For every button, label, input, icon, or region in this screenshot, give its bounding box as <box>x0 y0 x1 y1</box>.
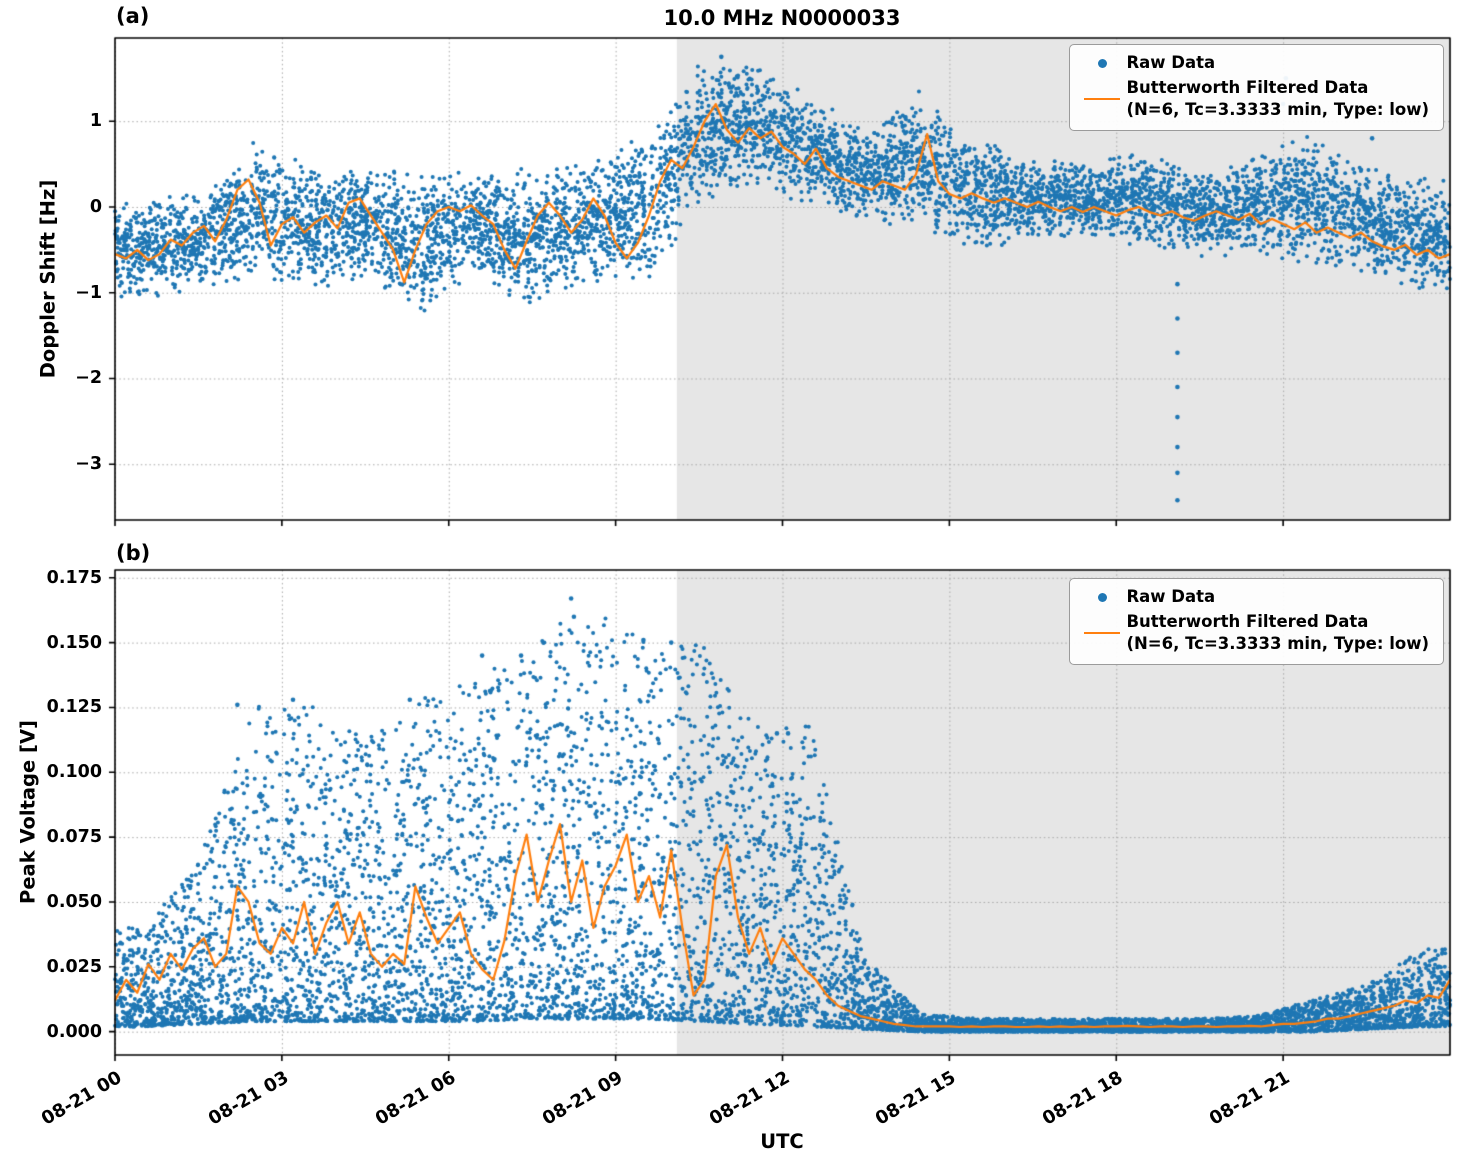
legend-filtered-line2: (N=6, Tc=3.3333 min, Type: low) <box>1126 634 1429 653</box>
legend-raw-label: Raw Data <box>1126 53 1216 72</box>
y-tick-label: 0.075 <box>46 827 102 848</box>
y-tick-label: 0.125 <box>46 697 102 718</box>
x-axis-label-utc: UTC <box>760 1130 804 1153</box>
y-tick-label: 0.150 <box>46 632 102 653</box>
panel-a-label: (a) <box>116 4 150 28</box>
legend-filtered-line1: Butterworth Filtered Data <box>1126 612 1369 631</box>
y-tick-label: −2 <box>75 368 102 389</box>
legend-panel-b: Raw Data Butterworth Filtered Data (N=6,… <box>1069 578 1444 665</box>
legend-filtered-label: Butterworth Filtered Data (N=6, Tc=3.333… <box>1126 77 1429 121</box>
filtered-line-icon <box>1078 98 1126 100</box>
y-tick-label: 1 <box>89 111 102 132</box>
legend-item-raw: Raw Data <box>1078 52 1429 74</box>
legend-filtered-line1: Butterworth Filtered Data <box>1126 78 1369 97</box>
legend-panel-a: Raw Data Butterworth Filtered Data (N=6,… <box>1069 44 1444 131</box>
legend-item-raw: Raw Data <box>1078 586 1429 608</box>
chart-title: 10.0 MHz N0000033 <box>663 6 901 30</box>
filtered-line-icon <box>1078 632 1126 634</box>
y-tick-label: 0.100 <box>46 762 102 783</box>
y-tick-label: −3 <box>75 454 102 475</box>
raw-data-dot-icon <box>1078 58 1126 68</box>
legend-item-filtered: Butterworth Filtered Data (N=6, Tc=3.333… <box>1078 611 1429 655</box>
legend-filtered-line2: (N=6, Tc=3.3333 min, Type: low) <box>1126 100 1429 119</box>
y-tick-label: −1 <box>75 282 102 303</box>
y-tick-label: 0.025 <box>46 956 102 977</box>
y-axis-label-voltage: Peak Voltage [V] <box>16 720 40 904</box>
y-tick-label: 0.175 <box>46 567 102 588</box>
y-tick-label: 0.000 <box>46 1021 102 1042</box>
y-tick-label: 0 <box>89 196 102 217</box>
legend-filtered-label: Butterworth Filtered Data (N=6, Tc=3.333… <box>1126 611 1429 655</box>
raw-data-dot-icon <box>1078 592 1126 602</box>
panel-b-label: (b) <box>116 541 151 565</box>
y-tick-label: 0.050 <box>46 891 102 912</box>
legend-item-filtered: Butterworth Filtered Data (N=6, Tc=3.333… <box>1078 77 1429 121</box>
legend-raw-label: Raw Data <box>1126 587 1216 606</box>
